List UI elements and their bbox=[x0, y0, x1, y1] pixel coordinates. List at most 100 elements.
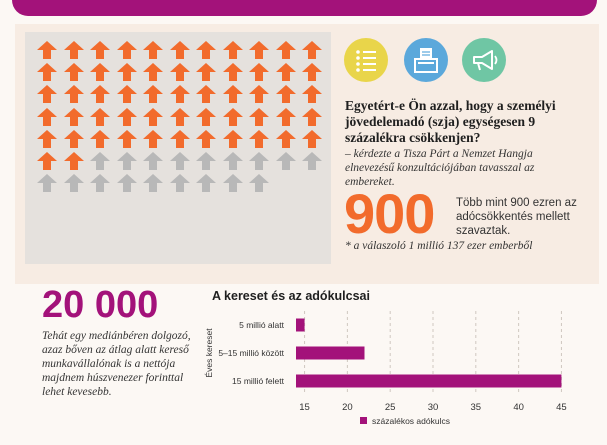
arrow-up-orange-icon bbox=[116, 107, 137, 126]
arrow-up-orange-icon bbox=[116, 41, 137, 59]
arrow-up-gray-icon bbox=[196, 152, 216, 170]
arrow-up-orange-icon bbox=[37, 85, 57, 104]
arrow-up-gray-icon bbox=[143, 174, 163, 193]
arrow-up-orange-icon bbox=[196, 63, 216, 82]
arrow-up-orange-icon bbox=[222, 41, 243, 59]
arrow-up-orange-icon bbox=[169, 85, 190, 104]
arrow-up-orange-icon bbox=[196, 107, 216, 126]
arrow-up-gray-icon bbox=[116, 152, 137, 170]
x-tick-label: 20 bbox=[342, 402, 353, 413]
x-tick-label: 45 bbox=[556, 402, 567, 413]
category-label: 5–15 millió között bbox=[218, 348, 284, 358]
arrow-up-orange-icon bbox=[196, 41, 216, 59]
arrow-up-orange-icon bbox=[275, 85, 296, 104]
arrow-up-gray-icon bbox=[90, 174, 110, 193]
arrow-up-gray-icon bbox=[249, 174, 269, 193]
arrow-up-orange-icon bbox=[63, 107, 84, 126]
arrow-up-orange-icon bbox=[63, 41, 84, 59]
arrow-up-gray-icon bbox=[196, 174, 216, 193]
arrow-up-orange-icon bbox=[249, 85, 269, 104]
chart-title: A kereset és az adókulcsai bbox=[212, 289, 370, 303]
arrow-up-gray-icon bbox=[249, 152, 269, 170]
megaphone-icon bbox=[462, 38, 506, 82]
arrow-up-orange-icon bbox=[302, 41, 322, 59]
arrow-up-orange-icon bbox=[169, 129, 190, 148]
legend-label: százalékos adókulcs bbox=[372, 416, 450, 426]
arrow-up-orange-icon bbox=[63, 63, 84, 82]
category-label: 5 millió alatt bbox=[239, 320, 285, 330]
x-tick-label: 25 bbox=[385, 402, 396, 413]
arrow-up-gray-icon bbox=[169, 174, 190, 193]
arrow-up-orange-icon bbox=[37, 41, 57, 59]
arrow-up-gray-icon bbox=[63, 174, 84, 193]
category-label: 15 millió felett bbox=[232, 376, 285, 386]
arrow-up-orange-icon bbox=[249, 129, 269, 148]
arrow-up-orange-icon bbox=[90, 85, 110, 104]
arrow-up-orange-icon bbox=[169, 41, 190, 59]
x-tick-label: 15 bbox=[299, 402, 310, 413]
arrow-up-orange-icon bbox=[116, 63, 137, 82]
arrow-up-orange-icon bbox=[143, 85, 163, 104]
arrow-up-orange-icon bbox=[143, 129, 163, 148]
arrow-up-gray-icon bbox=[169, 152, 190, 170]
arrow-up-orange-icon bbox=[116, 129, 137, 148]
x-tick-label: 40 bbox=[513, 402, 524, 413]
arrow-up-orange-icon bbox=[37, 152, 57, 170]
arrow-up-orange-icon bbox=[249, 107, 269, 126]
arrow-up-orange-icon bbox=[222, 63, 243, 82]
stat-20000-number: 20 000 bbox=[42, 284, 159, 326]
question-attribution: – kérdezte a Tisza Párt a Nemzet Hangja … bbox=[345, 148, 535, 188]
top-accent-bar bbox=[12, 0, 597, 16]
bar bbox=[296, 374, 562, 388]
arrow-up-orange-icon bbox=[37, 129, 57, 148]
arrow-up-orange-icon bbox=[302, 85, 322, 104]
arrow-up-gray-icon bbox=[37, 174, 57, 193]
checklist-icon bbox=[344, 38, 388, 82]
arrow-up-orange-icon bbox=[249, 63, 269, 82]
arrow-up-orange-icon bbox=[275, 107, 296, 126]
stat-900-number: 900 bbox=[344, 182, 435, 245]
arrow-up-orange-icon bbox=[37, 107, 57, 126]
arrow-up-orange-icon bbox=[63, 129, 84, 148]
arrow-up-orange-icon bbox=[143, 63, 163, 82]
arrow-up-orange-icon bbox=[222, 107, 243, 126]
arrow-up-orange-icon bbox=[63, 152, 84, 170]
arrow-up-orange-icon bbox=[90, 107, 110, 126]
arrow-up-orange-icon bbox=[275, 63, 296, 82]
arrow-up-orange-icon bbox=[222, 85, 243, 104]
arrow-up-orange-icon bbox=[143, 41, 163, 59]
arrow-up-orange-icon bbox=[275, 41, 296, 59]
arrow-up-orange-icon bbox=[169, 107, 190, 126]
arrow-up-orange-icon bbox=[222, 129, 243, 148]
survey-question: Egyetért-e Ön azzal, hogy a személyi jöv… bbox=[345, 98, 556, 145]
arrow-up-orange-icon bbox=[116, 85, 137, 104]
arrow-up-gray-icon bbox=[116, 174, 137, 193]
arrow-up-orange-icon bbox=[249, 41, 269, 59]
arrow-up-gray-icon bbox=[222, 152, 243, 170]
stat-900-description: Több mint 900 ezren az adócsökkentés mel… bbox=[456, 197, 577, 237]
legend-swatch bbox=[360, 417, 367, 424]
arrow-up-orange-icon bbox=[37, 63, 57, 82]
arrow-up-orange-icon bbox=[302, 129, 322, 148]
icon-row bbox=[344, 38, 506, 88]
arrow-up-orange-icon bbox=[302, 107, 322, 126]
bar bbox=[296, 346, 365, 360]
stat-20000-description: Tehát egy mediánbéren dolgozó, azaz bőve… bbox=[42, 330, 191, 398]
ballot-box-icon bbox=[404, 38, 448, 82]
arrow-up-orange-icon bbox=[90, 41, 110, 59]
stat-900-footnote: * a válaszoló 1 millió 137 ezer emberből bbox=[345, 240, 533, 252]
arrow-up-orange-icon bbox=[169, 63, 190, 82]
arrow-pictogram-grid bbox=[25, 32, 331, 264]
x-tick-label: 30 bbox=[428, 402, 439, 413]
arrow-up-orange-icon bbox=[90, 63, 110, 82]
arrow-up-orange-icon bbox=[143, 107, 163, 126]
arrow-up-gray-icon bbox=[90, 152, 110, 170]
arrow-up-gray-icon bbox=[302, 152, 322, 170]
arrow-up-orange-icon bbox=[196, 85, 216, 104]
arrow-up-orange-icon bbox=[90, 129, 110, 148]
arrow-up-gray-icon bbox=[222, 174, 243, 193]
arrow-up-gray-icon bbox=[275, 152, 296, 170]
arrow-up-orange-icon bbox=[302, 63, 322, 82]
arrow-up-orange-icon bbox=[196, 129, 216, 148]
arrow-up-gray-icon bbox=[143, 152, 163, 170]
